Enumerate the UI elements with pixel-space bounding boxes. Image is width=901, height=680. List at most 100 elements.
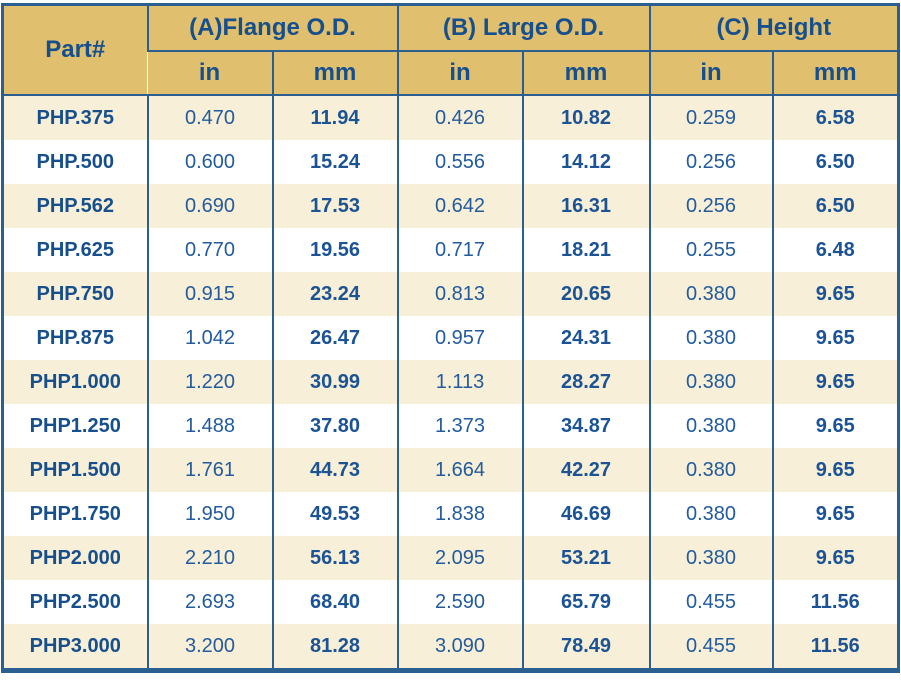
mm-value-cell: 9.65 bbox=[771, 492, 899, 536]
part-number-cell: PHP3.000 bbox=[2, 624, 148, 671]
table-row: PHP1.750 1.950 49.53 1.838 46.69 0.380 9.65 bbox=[2, 492, 899, 536]
mm-value-cell: 16.31 bbox=[521, 184, 650, 228]
mm-value-cell: 26.47 bbox=[271, 316, 398, 360]
table-row: PHP3.000 3.200 81.28 3.090 78.49 0.455 11.56 bbox=[2, 624, 899, 671]
in-value-cell: 0.380 bbox=[648, 316, 773, 360]
mm-value-cell: 6.58 bbox=[771, 95, 899, 140]
mm-value-cell: 65.79 bbox=[521, 580, 650, 624]
mm-value-cell: 17.53 bbox=[271, 184, 398, 228]
table-row: PHP.625 0.770 19.56 0.717 18.21 0.255 6.48 bbox=[2, 228, 899, 272]
part-number-cell: PHP.500 bbox=[2, 140, 148, 184]
mm-value-cell: 14.12 bbox=[521, 140, 650, 184]
table-row: PHP1.250 1.488 37.80 1.373 34.87 0.380 9.65 bbox=[2, 404, 899, 448]
mm-value-cell: 23.24 bbox=[271, 272, 398, 316]
in-value-cell: 2.210 bbox=[146, 536, 273, 580]
in-value-cell: 0.813 bbox=[396, 272, 523, 316]
mm-value-cell: 68.40 bbox=[271, 580, 398, 624]
unit-header-mm: mm bbox=[271, 51, 398, 96]
in-value-cell: 3.090 bbox=[396, 624, 523, 671]
mm-value-cell: 56.13 bbox=[271, 536, 398, 580]
mm-value-cell: 10.82 bbox=[521, 95, 650, 140]
unit-header-mm: mm bbox=[521, 51, 650, 96]
in-value-cell: 1.220 bbox=[146, 360, 273, 404]
part-number-header: Part# bbox=[2, 4, 148, 96]
in-value-cell: 0.455 bbox=[648, 580, 773, 624]
part-number-cell: PHP2.000 bbox=[2, 536, 148, 580]
mm-value-cell: 30.99 bbox=[271, 360, 398, 404]
mm-value-cell: 49.53 bbox=[271, 492, 398, 536]
in-value-cell: 1.373 bbox=[396, 404, 523, 448]
mm-value-cell: 42.27 bbox=[521, 448, 650, 492]
in-value-cell: 2.590 bbox=[396, 580, 523, 624]
mm-value-cell: 6.50 bbox=[771, 184, 899, 228]
mm-value-cell: 20.65 bbox=[521, 272, 650, 316]
part-number-cell: PHP1.000 bbox=[2, 360, 148, 404]
group-header-height: (C) Height bbox=[648, 4, 899, 52]
part-number-cell: PHP.625 bbox=[2, 228, 148, 272]
mm-value-cell: 15.24 bbox=[271, 140, 398, 184]
unit-header-row: in mm in mm in mm bbox=[3, 51, 899, 96]
in-value-cell: 1.664 bbox=[396, 448, 523, 492]
group-header-large-od: (B) Large O.D. bbox=[396, 4, 650, 52]
table-row: PHP.750 0.915 23.24 0.813 20.65 0.380 9.65 bbox=[2, 272, 899, 316]
mm-value-cell: 34.87 bbox=[521, 404, 650, 448]
mm-value-cell: 18.21 bbox=[521, 228, 650, 272]
mm-value-cell: 28.27 bbox=[521, 360, 650, 404]
in-value-cell: 0.256 bbox=[648, 140, 773, 184]
part-number-cell: PHP.375 bbox=[2, 95, 148, 140]
in-value-cell: 0.380 bbox=[648, 272, 773, 316]
table-row: PHP.875 1.042 26.47 0.957 24.31 0.380 9.65 bbox=[2, 316, 899, 360]
in-value-cell: 1.488 bbox=[146, 404, 273, 448]
table-body: PHP.375 0.470 11.94 0.426 10.82 0.259 6.58 PHP.… bbox=[2, 95, 899, 671]
mm-value-cell: 19.56 bbox=[271, 228, 398, 272]
in-value-cell: 0.915 bbox=[146, 272, 273, 316]
mm-value-cell: 11.56 bbox=[771, 580, 899, 624]
in-value-cell: 0.470 bbox=[146, 95, 273, 140]
in-value-cell: 0.380 bbox=[648, 536, 773, 580]
table-row: PHP1.000 1.220 30.99 1.113 28.27 0.380 9.65 bbox=[2, 360, 899, 404]
in-value-cell: 0.770 bbox=[146, 228, 273, 272]
in-value-cell: 2.095 bbox=[396, 536, 523, 580]
table-row: PHP1.500 1.761 44.73 1.664 42.27 0.380 9.65 bbox=[2, 448, 899, 492]
in-value-cell: 1.838 bbox=[396, 492, 523, 536]
mm-value-cell: 24.31 bbox=[521, 316, 650, 360]
mm-value-cell: 78.49 bbox=[521, 624, 650, 671]
in-value-cell: 2.693 bbox=[146, 580, 273, 624]
unit-header-in: in bbox=[648, 51, 773, 96]
in-value-cell: 0.600 bbox=[146, 140, 273, 184]
in-value-cell: 0.556 bbox=[396, 140, 523, 184]
mm-value-cell: 11.94 bbox=[271, 95, 398, 140]
table-row: PHP.562 0.690 17.53 0.642 16.31 0.256 6.50 bbox=[2, 184, 899, 228]
mm-value-cell: 46.69 bbox=[521, 492, 650, 536]
unit-header-in: in bbox=[396, 51, 523, 96]
mm-value-cell: 9.65 bbox=[771, 536, 899, 580]
unit-header-mm: mm bbox=[771, 51, 899, 96]
in-value-cell: 1.761 bbox=[146, 448, 273, 492]
in-value-cell: 0.255 bbox=[648, 228, 773, 272]
in-value-cell: 0.957 bbox=[396, 316, 523, 360]
in-value-cell: 0.455 bbox=[648, 624, 773, 671]
table-row: PHP.375 0.470 11.94 0.426 10.82 0.259 6.58 bbox=[2, 95, 899, 140]
dimensions-table: Part# (A)Flange O.D. (B) Large O.D. (C) … bbox=[1, 3, 901, 673]
mm-value-cell: 9.65 bbox=[771, 360, 899, 404]
part-number-cell: PHP1.750 bbox=[2, 492, 148, 536]
group-header-flange-od: (A)Flange O.D. bbox=[146, 4, 398, 52]
in-value-cell: 3.200 bbox=[146, 624, 273, 671]
part-number-cell: PHP1.250 bbox=[2, 404, 148, 448]
part-number-cell: PHP1.500 bbox=[2, 448, 148, 492]
unit-header-in: in bbox=[147, 51, 273, 96]
mm-value-cell: 9.65 bbox=[771, 316, 899, 360]
mm-value-cell: 53.21 bbox=[521, 536, 650, 580]
mm-value-cell: 11.56 bbox=[771, 624, 899, 671]
in-value-cell: 0.690 bbox=[146, 184, 273, 228]
part-number-cell: PHP.562 bbox=[2, 184, 148, 228]
in-value-cell: 0.380 bbox=[648, 360, 773, 404]
group-header-row: Part# (A)Flange O.D. (B) Large O.D. (C) … bbox=[2, 4, 899, 96]
table-row: PHP.500 0.600 15.24 0.556 14.12 0.256 6.50 bbox=[2, 140, 899, 184]
mm-value-cell: 81.28 bbox=[271, 624, 398, 671]
in-value-cell: 0.380 bbox=[648, 404, 773, 448]
mm-value-cell: 9.65 bbox=[771, 272, 899, 316]
in-value-cell: 0.256 bbox=[648, 184, 773, 228]
mm-value-cell: 37.80 bbox=[271, 404, 398, 448]
